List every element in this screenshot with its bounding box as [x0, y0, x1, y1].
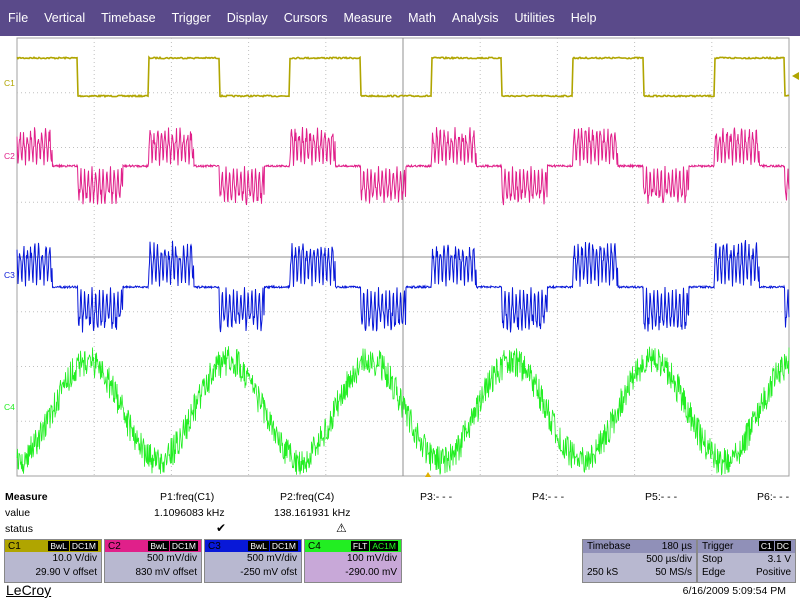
menu-timebase[interactable]: Timebase	[101, 11, 156, 25]
datetime: 6/16/2009 5:09:54 PM	[682, 585, 786, 597]
param-value-p1: 1.1096083 kHz	[154, 507, 225, 519]
menu-measure[interactable]: Measure	[343, 11, 393, 25]
measure-title: Measure	[5, 491, 48, 503]
channel-scale: 100 mV/div	[346, 553, 397, 564]
timebase-rate: 50 MS/s	[655, 567, 692, 578]
status-ok-icon: ✔	[216, 521, 227, 535]
channel-marker-c1[interactable]: C1	[4, 78, 15, 88]
channel-panel-c4[interactable]: C4 FLT AC1M 100 mV/div -290.00 mV	[304, 539, 402, 583]
channel-marker-c4[interactable]: C4	[4, 402, 15, 412]
channel-offset: -250 mV ofst	[240, 567, 297, 578]
coupling-tag: DC1M	[69, 540, 98, 551]
channel-offset: 830 mV offset	[135, 567, 197, 578]
trigger-position-marker[interactable]	[425, 472, 431, 477]
coupling-tag: AC1M	[370, 540, 398, 551]
trigger-level: 3.1 V	[767, 554, 791, 565]
traces	[16, 55, 790, 476]
trace-c4	[16, 346, 790, 476]
channel-marker-c3[interactable]: C3	[4, 270, 15, 280]
timebase-per-div: 500 µs/div	[646, 554, 692, 565]
timebase-delay: 180 µs	[661, 541, 692, 552]
bandwidth-tag: BwL	[148, 540, 169, 551]
menu-math[interactable]: Math	[408, 11, 436, 25]
menu-trigger[interactable]: Trigger	[171, 11, 211, 25]
timebase-samples: 250 kS	[587, 567, 619, 578]
waveform-display: C1 C2 C3 C4	[0, 36, 800, 478]
channel-label: C1	[8, 540, 21, 552]
param-name-p3[interactable]: P3:- - -	[420, 491, 453, 503]
param-name-p4[interactable]: P4:- - -	[532, 491, 565, 503]
value-row-label: value	[5, 507, 31, 519]
trace-c3	[16, 240, 790, 333]
coupling-tag: DC1M	[269, 540, 298, 551]
param-value-p2: 138.161931 kHz	[274, 507, 351, 519]
trace-c1	[16, 55, 790, 98]
trigger-panel[interactable]: Trigger C1 DC Stop 3.1 V Edge Positive	[697, 539, 796, 583]
channel-label: C3	[208, 540, 221, 552]
trigger-title: Trigger	[702, 541, 734, 552]
channel-panel-c2[interactable]: C2 BwL DC1M 500 mV/div 830 mV offset	[104, 539, 202, 583]
graticule	[17, 38, 789, 476]
timebase-panel[interactable]: Timebase 180 µs 500 µs/div 250 kS 50 MS/…	[582, 539, 697, 583]
menu-bar: File Vertical Timebase Trigger Display Cursor…	[0, 0, 800, 36]
status-warning-icon: ⚠	[336, 521, 347, 535]
channel-label: C2	[108, 540, 121, 552]
trigger-source: C1	[758, 541, 774, 551]
menu-cursors[interactable]: Cursors	[283, 11, 328, 25]
channel-label: C4	[308, 540, 321, 552]
param-name-p6[interactable]: P6:- - -	[757, 491, 790, 503]
trigger-slope: Positive	[755, 567, 791, 578]
channel-panel-c1[interactable]: C1 BwL DC1M 10.0 V/div 29.90 V offset	[4, 539, 102, 583]
channel-labels: C1 C2 C3 C4	[4, 78, 15, 412]
channel-offset: 29.90 V offset	[35, 567, 97, 578]
trigger-type: Edge	[702, 567, 726, 578]
status-row-label: status	[5, 523, 34, 535]
measure-panel: Measure value status P1:freq(C1) 1.109608…	[0, 488, 800, 538]
footer: LeCroy 6/16/2009 5:09:54 PM	[0, 582, 800, 600]
bandwidth-tag: FLT	[350, 540, 370, 551]
menu-vertical[interactable]: Vertical	[44, 11, 86, 25]
trace-c2	[16, 126, 790, 206]
menu-utilities[interactable]: Utilities	[514, 11, 555, 25]
channel-marker-c2[interactable]: C2	[4, 151, 15, 161]
channel-panel-c3[interactable]: C3 BwL DC1M 500 mV/div -250 mV ofst	[204, 539, 302, 583]
channel-scale: 500 mV/div	[146, 553, 197, 564]
bandwidth-tag: BwL	[248, 540, 269, 551]
menu-help[interactable]: Help	[570, 11, 597, 25]
coupling-tag: DC1M	[169, 540, 198, 551]
menu-file[interactable]: File	[8, 11, 29, 25]
timebase-title: Timebase	[587, 541, 631, 552]
bandwidth-tag: BwL	[48, 540, 69, 551]
param-name-p1[interactable]: P1:freq(C1)	[160, 491, 215, 503]
channel-offset: -290.00 mV	[345, 567, 397, 578]
trigger-coupling: DC	[774, 541, 791, 551]
trigger-level-marker[interactable]	[792, 72, 799, 80]
menu-display[interactable]: Display	[226, 11, 268, 25]
param-name-p2[interactable]: P2:freq(C4)	[280, 491, 335, 503]
channel-scale: 10.0 V/div	[52, 553, 97, 564]
trigger-mode: Stop	[702, 554, 723, 565]
brand-logo: LeCroy	[6, 582, 52, 598]
channel-scale: 500 mV/div	[246, 553, 297, 564]
menu-analysis[interactable]: Analysis	[451, 11, 499, 25]
param-name-p5[interactable]: P5:- - -	[645, 491, 678, 503]
